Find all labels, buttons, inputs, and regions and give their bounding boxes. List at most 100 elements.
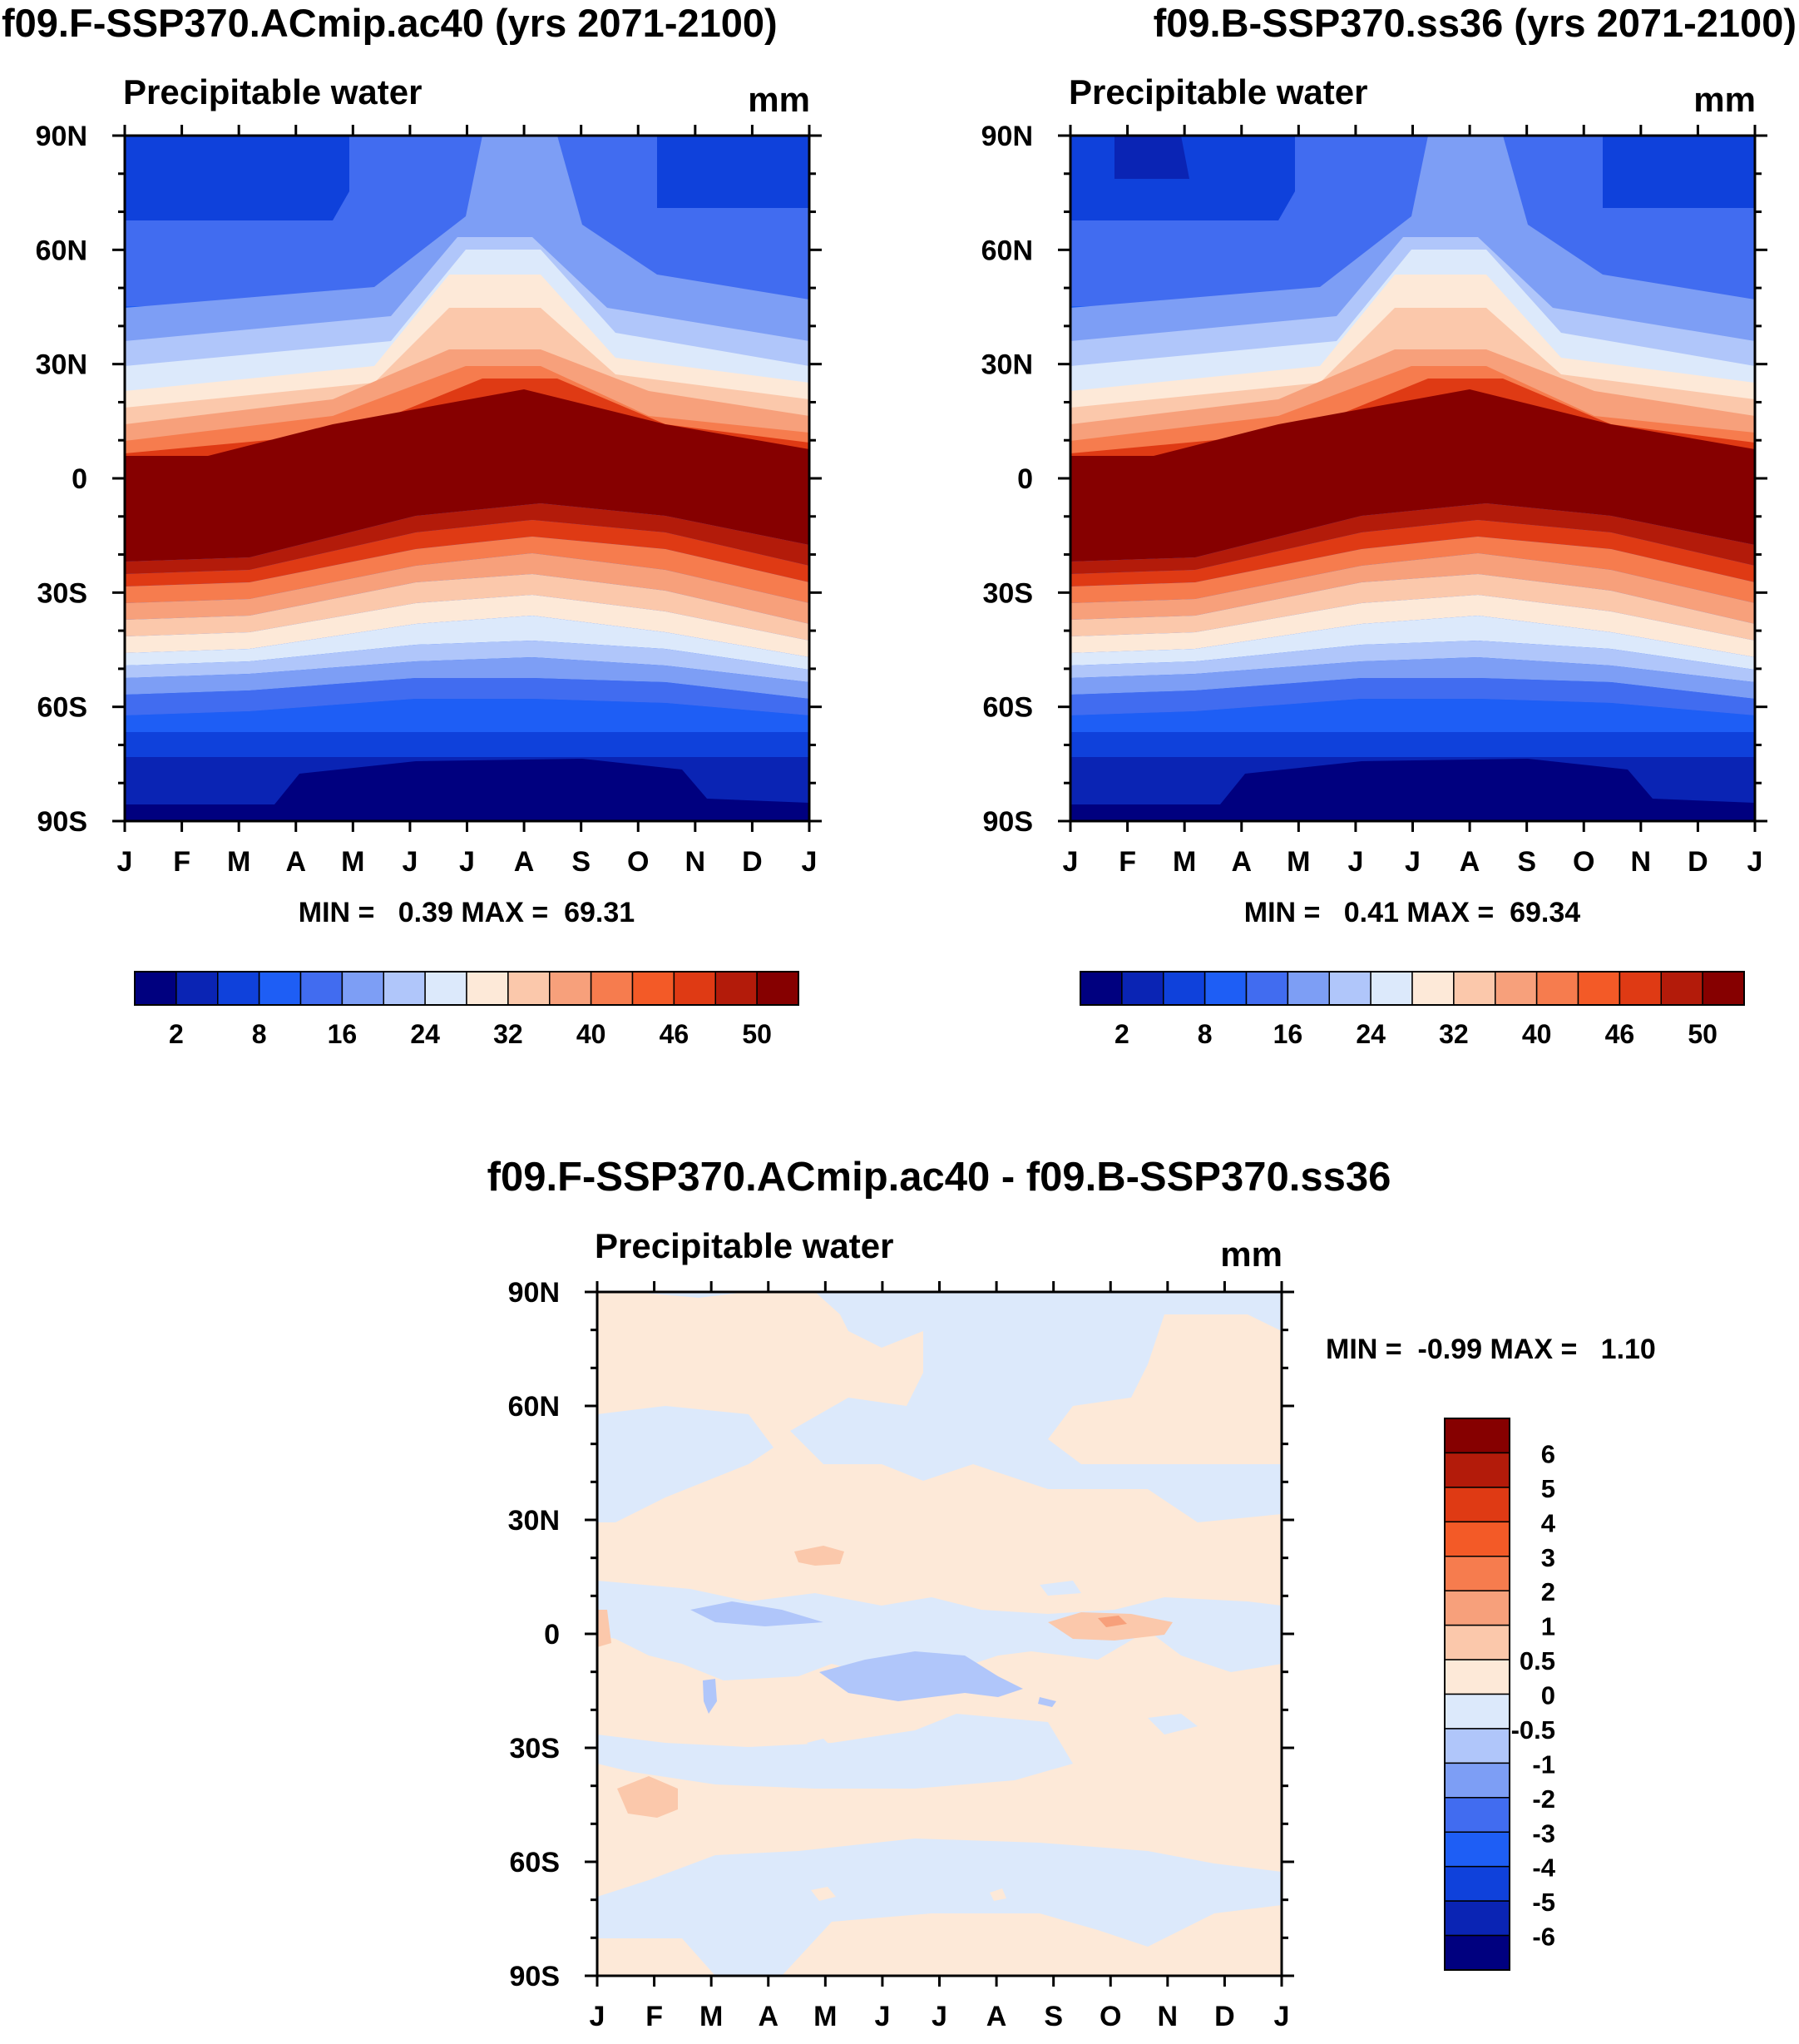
diff-neg-strong-4 <box>703 1679 717 1714</box>
x-tick-label: D <box>1688 846 1708 878</box>
y-tick-label: 90N <box>508 1277 560 1309</box>
diff-pos-3 <box>794 1546 844 1566</box>
band-p2-13 <box>1070 503 1755 574</box>
panel-3-colorbar: 6 5 4 3 2 1 0.5 0 -0.5 -1 -2 -3 -4 -5 -6 <box>1444 1418 1556 1971</box>
colorbar-label: 4 <box>1541 1508 1556 1537</box>
x-tick-label: J <box>1347 846 1363 878</box>
x-tick-label: A <box>758 2001 778 2032</box>
colorbar-box <box>1444 1797 1510 1833</box>
x-tick-label: J <box>459 846 475 878</box>
colorbar-box <box>299 971 343 1006</box>
panel-1-stats: MIN = 0.39 MAX = 69.31 <box>299 897 635 928</box>
diff-pos-5 <box>1098 1616 1127 1627</box>
panel-2-units: mm <box>1693 80 1756 119</box>
x-tick-label: M <box>341 846 364 878</box>
panel-3-units: mm <box>1220 1235 1283 1274</box>
diff-neg-strong-1 <box>690 1601 823 1626</box>
colorbar-label: 32 <box>493 1019 523 1049</box>
band-p1-16 <box>125 553 809 624</box>
x-tick-label: N <box>1158 2001 1179 2032</box>
band-p2-18 <box>1070 595 1755 657</box>
x-tick-label: J <box>802 846 818 878</box>
panel-3-field <box>597 1292 1282 1976</box>
x-tick-label: A <box>514 846 535 878</box>
panel-3-subtitle: Precipitable water <box>595 1226 893 1265</box>
panel-2: f09.B-SSP370.ss36 (yrs 2071-2100) Precip… <box>981 1 1797 1049</box>
colorbar-box <box>631 971 675 1006</box>
colorbar-box <box>466 971 509 1006</box>
diff-pos-4 <box>597 1610 611 1647</box>
colorbar-box <box>1328 971 1371 1006</box>
x-tick-label: N <box>1631 846 1652 878</box>
colorbar-box <box>341 971 384 1006</box>
x-tick-label: J <box>1747 846 1763 878</box>
band-p2-17 <box>1070 574 1755 641</box>
colorbar-box <box>1577 971 1621 1006</box>
diff-pos-2 <box>617 1776 678 1818</box>
x-tick-label: A <box>285 846 306 878</box>
x-tick-label: D <box>1214 2001 1235 2032</box>
band-p1-13 <box>125 503 809 574</box>
band-p1-20 <box>125 641 809 682</box>
x-tick-label: M <box>699 2001 723 2032</box>
band-p1-12 <box>125 389 809 562</box>
colorbar-box <box>258 971 302 1006</box>
colorbar-outline <box>1080 971 1745 1006</box>
diff-pos-blob-10 <box>990 1888 1006 1901</box>
colorbar-label: -1 <box>1532 1750 1555 1779</box>
diff-pos-blob-9 <box>811 1887 836 1901</box>
x-tick-label: N <box>685 846 706 878</box>
colorbar-box <box>1444 1728 1510 1764</box>
band-p1-17 <box>125 574 809 641</box>
colorbar-label: 8 <box>252 1019 267 1049</box>
colorbar-box <box>1287 971 1330 1006</box>
colorbar-label: -3 <box>1532 1819 1555 1848</box>
y-tick-label: 30S <box>983 577 1034 609</box>
colorbar-label: 46 <box>1605 1019 1635 1049</box>
colorbar-box <box>383 971 426 1006</box>
y-tick-label: 90S <box>983 806 1034 838</box>
band-p1-26 <box>125 759 809 821</box>
y-tick-label: 90N <box>36 121 87 152</box>
colorbar-box <box>1444 1900 1510 1937</box>
band-p1-22 <box>125 678 809 715</box>
colorbar-label: 2 <box>1114 1019 1129 1049</box>
x-tick-label: S <box>571 846 591 878</box>
colorbar-label: 2 <box>1541 1577 1555 1606</box>
colorbar-label: 0.5 <box>1520 1646 1555 1675</box>
y-tick-label: 60S <box>37 692 88 724</box>
diff-pos-blob-11 <box>1210 1847 1227 1863</box>
y-tick-label: 60N <box>508 1391 560 1423</box>
x-tick-label: O <box>627 846 649 878</box>
colorbar-label: 24 <box>410 1019 440 1049</box>
colorbar-label: -0.5 <box>1511 1715 1555 1745</box>
colorbar-box <box>424 971 467 1006</box>
x-tick-label: A <box>1231 846 1252 878</box>
y-tick-label: 60S <box>510 1847 561 1878</box>
diff-neg-blob-7 <box>1148 1714 1198 1735</box>
colorbar-label: 16 <box>328 1019 358 1049</box>
y-tick-label: 30S <box>37 577 88 609</box>
diff-neg-south <box>597 1714 1073 1789</box>
colorbar-box <box>1444 1521 1510 1557</box>
y-tick-label: 60N <box>36 235 87 266</box>
panel-3-title: f09.F-SSP370.ACmip.ac40 - f09.B-SSP370.s… <box>487 1155 1391 1200</box>
band-p2-3 <box>1603 136 1755 208</box>
band-p1-19 <box>125 616 809 670</box>
colorbar-label: 0 <box>1541 1681 1555 1710</box>
x-tick-label: O <box>1573 846 1594 878</box>
colorbar-box <box>507 971 551 1006</box>
panel-2-field <box>1070 136 1755 821</box>
panel-2-axes: J F M A M J J A S O N D J 90N 60N 30N 0 30S 60S 90S <box>981 121 1767 878</box>
diff-neg-equator <box>597 1581 1282 1680</box>
x-tick-label: J <box>874 2001 890 2032</box>
x-tick-label: A <box>986 2001 1007 2032</box>
y-tick-label: 90N <box>981 121 1033 152</box>
colorbar-box <box>1444 1865 1510 1902</box>
colorbar-box <box>1660 971 1703 1006</box>
x-tick-label: J <box>402 846 418 878</box>
panel-2-stats: MIN = 0.41 MAX = 69.34 <box>1244 897 1581 928</box>
band-p2-12 <box>1070 389 1755 562</box>
colorbar-label: 32 <box>1439 1019 1469 1049</box>
colorbar-box <box>134 971 177 1006</box>
